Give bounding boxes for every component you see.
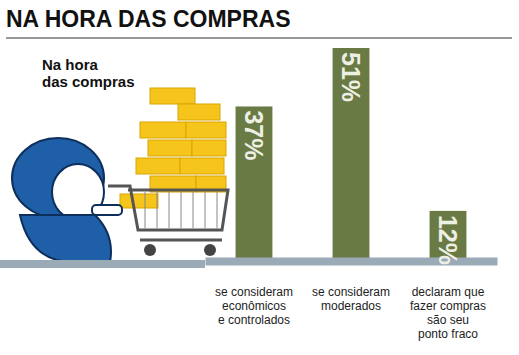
bar (236, 106, 273, 261)
tick-label: declaram quefazer comprassão seuponto fr… (410, 285, 486, 341)
subtitle: Na horadas compras (42, 56, 135, 90)
data-label: 37% (240, 110, 268, 160)
cart-grid (157, 192, 158, 228)
data-label: 12% (434, 215, 462, 265)
data-label: 51% (337, 52, 365, 102)
title: NA HORA DAS COMPRAS (6, 6, 291, 32)
title-rule (6, 38, 512, 39)
cart-grid (145, 192, 146, 228)
bar (333, 48, 370, 261)
chart: NA HORA DAS COMPRAS Na horadas compras se … (0, 0, 519, 355)
cart (108, 186, 228, 230)
cart-grid (169, 192, 170, 228)
brick (148, 140, 192, 156)
cart-wheel (204, 244, 216, 256)
shopper-arm (92, 205, 122, 215)
cart-grid (217, 192, 218, 228)
brick (150, 88, 195, 104)
brick (140, 122, 186, 138)
cart-grid (205, 192, 206, 228)
brick (186, 122, 226, 138)
cart-grid (193, 192, 194, 228)
brick (178, 104, 220, 120)
category-labels: se considerameconômicose controlados se c… (215, 285, 486, 341)
bars (236, 48, 467, 261)
cart-base (140, 239, 222, 242)
brick (180, 158, 224, 174)
cart-wheel (144, 244, 156, 256)
data-labels: 37% 51% 12% (240, 52, 462, 265)
shopper-body (20, 215, 111, 262)
tick-label: se considerameconômicose controlados (215, 285, 293, 327)
brick (192, 140, 226, 156)
cart-grid (181, 192, 182, 228)
tick-label: se considerammoderados (312, 285, 390, 313)
brick (120, 194, 158, 208)
brick (136, 158, 180, 174)
illustration (12, 88, 228, 262)
baseline-band (0, 260, 205, 268)
